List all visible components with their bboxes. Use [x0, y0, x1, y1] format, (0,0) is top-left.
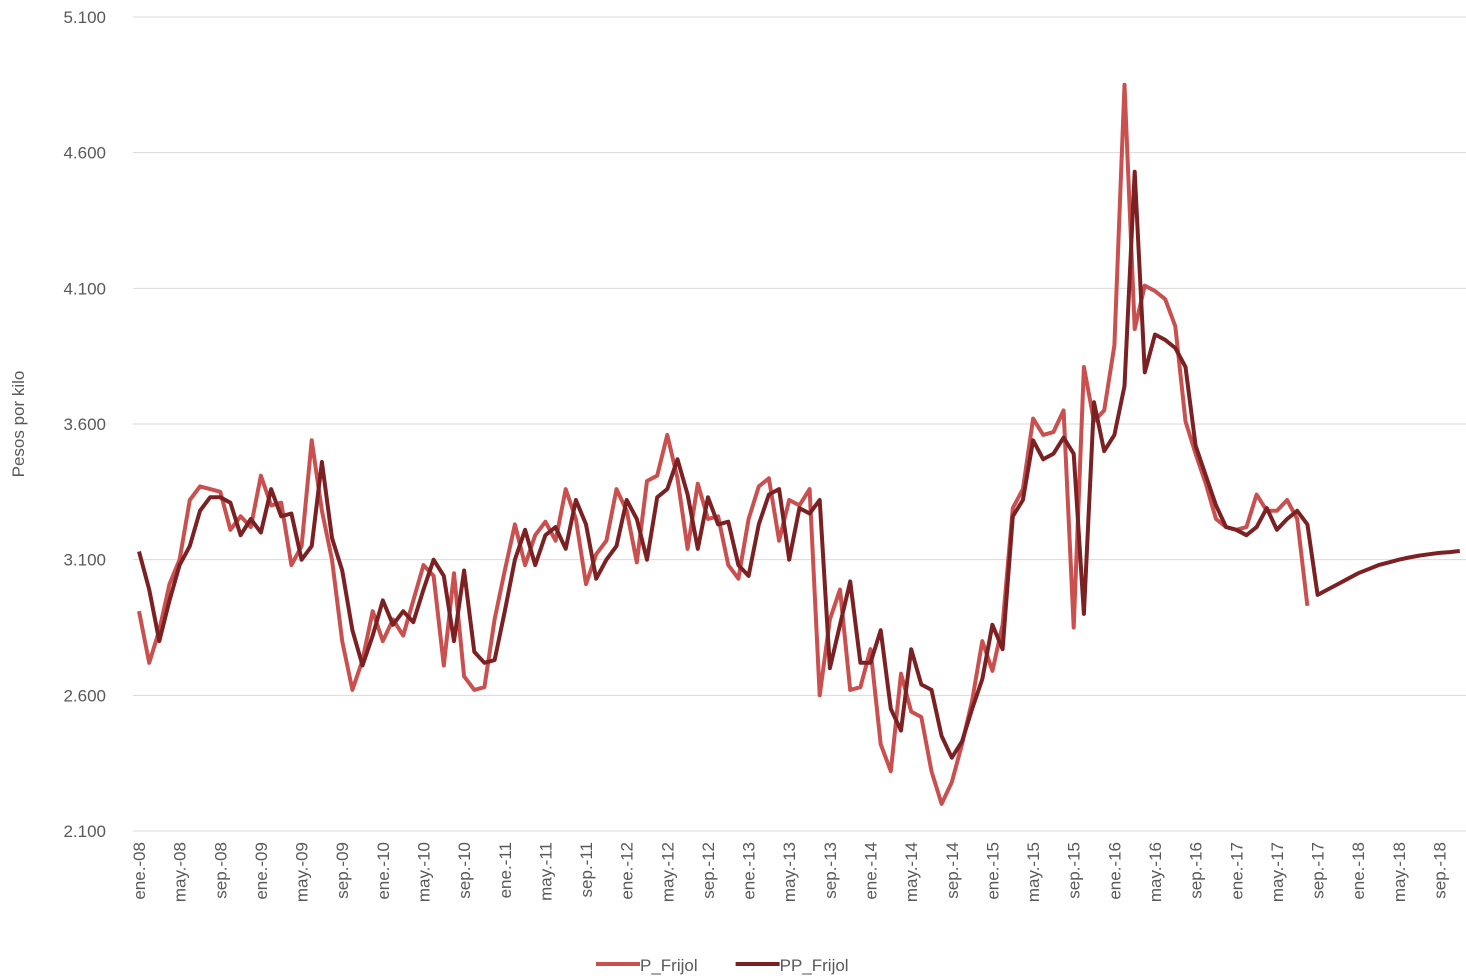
- y-tick-label: 2.600: [63, 686, 106, 705]
- x-tick-label: sep.-11: [577, 842, 596, 897]
- x-tick-label: sep.-14: [943, 842, 962, 899]
- x-tick-label: may.-17: [1268, 842, 1287, 902]
- x-tick-label: may.-10: [414, 842, 433, 902]
- x-tick-label: may.-09: [293, 842, 312, 902]
- chart: Pesos por kilo 2.100 2.600 3.100 3.600 4.100…: [0, 0, 1466, 976]
- x-tick-label: ene.-16: [1105, 842, 1124, 900]
- x-tick-label: ene.-17: [1227, 842, 1246, 900]
- x-tick-label: may.-14: [902, 842, 921, 902]
- x-tick-label: may.-12: [658, 842, 677, 902]
- x-tick-label: ene.-13: [740, 842, 759, 900]
- x-tick-label: ene.-08: [130, 842, 149, 900]
- y-tick-label: 4.600: [63, 144, 106, 163]
- x-tick-label: may.-13: [780, 842, 799, 902]
- y-tick-label: 3.100: [63, 551, 106, 570]
- x-tick-label: sep.-08: [211, 842, 230, 899]
- x-tick-label: ene.-09: [252, 842, 271, 900]
- x-tick-label: sep.-09: [333, 842, 352, 899]
- y-tick-label: 4.100: [63, 279, 106, 298]
- x-tick-label: may.-11: [536, 842, 555, 901]
- x-tick-label: sep.-16: [1187, 842, 1206, 899]
- y-tick-label: 2.100: [63, 822, 106, 841]
- x-tick-label: sep.-18: [1430, 842, 1449, 899]
- x-tick-label: sep.-10: [455, 842, 474, 899]
- series-line: [139, 172, 1460, 758]
- x-tick-label: may.-15: [1024, 842, 1043, 902]
- y-tick-label: 5.100: [63, 8, 106, 27]
- x-tick-label: ene.-14: [862, 842, 881, 900]
- legend-label: PP_Frijol: [780, 956, 849, 975]
- x-tick-label: ene.-18: [1349, 842, 1368, 900]
- x-tick-label: ene.-11: [496, 842, 515, 898]
- x-tick-label: may.-16: [1146, 842, 1165, 902]
- legend-label: P_Frijol: [640, 956, 698, 975]
- x-tick-label: sep.-13: [821, 842, 840, 899]
- x-tick-label: may.-18: [1390, 842, 1409, 902]
- x-tick-label: sep.-17: [1309, 842, 1328, 899]
- x-tick-label: sep.-15: [1065, 842, 1084, 899]
- y-axis-label: Pesos por kilo: [9, 371, 28, 478]
- x-tick-label: ene.-10: [374, 842, 393, 900]
- x-tick-label: ene.-15: [983, 842, 1002, 900]
- x-tick-label: ene.-12: [618, 842, 637, 900]
- y-tick-label: 3.600: [63, 415, 106, 434]
- x-tick-label: may.-08: [171, 842, 190, 902]
- x-tick-label: sep.-12: [699, 842, 718, 899]
